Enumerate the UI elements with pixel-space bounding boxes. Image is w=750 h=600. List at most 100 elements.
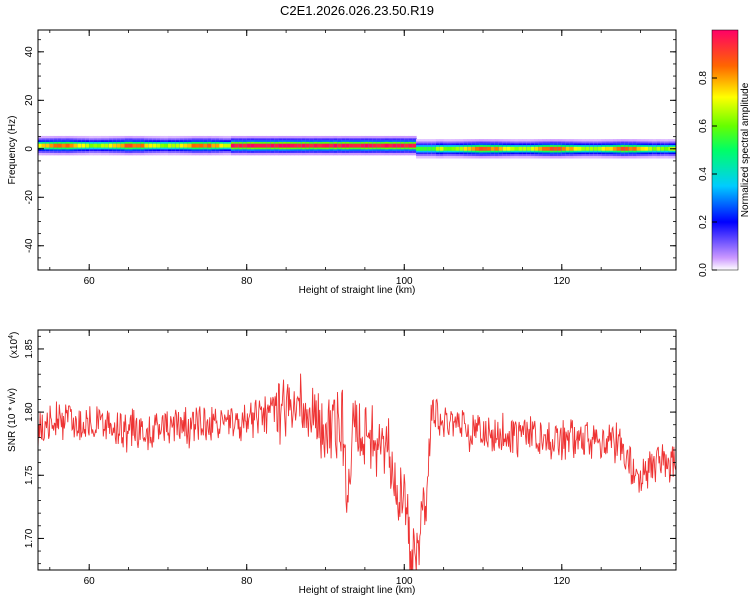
y-tick-label: -40 xyxy=(24,238,35,253)
heatmap-cells xyxy=(38,135,676,159)
heatmap-cell xyxy=(223,143,228,148)
heatmap-cell xyxy=(211,143,216,148)
heatmap-cell xyxy=(132,143,138,148)
heatmap-cell xyxy=(498,146,504,151)
heatmap-cell xyxy=(266,143,271,148)
heatmap-cell xyxy=(262,143,268,148)
x-tick-label: 80 xyxy=(241,576,253,587)
spectrogram-panel: 60 80 100 120 40 20 0 -20 -40 Height of straigh… xyxy=(7,29,677,296)
heatmap-cell xyxy=(258,143,264,148)
heatmap-cell xyxy=(506,146,512,151)
x-tick-label: 60 xyxy=(84,276,96,287)
heatmap-cell xyxy=(89,143,94,148)
heatmap-cell xyxy=(577,146,583,151)
heatmap-cell xyxy=(479,146,484,151)
heatmap-cell xyxy=(447,146,453,151)
heatmap-cell xyxy=(612,146,618,151)
heatmap-cell xyxy=(640,146,646,151)
heatmap-cell xyxy=(431,146,437,151)
heatmap-cell xyxy=(219,143,224,148)
heatmap-cell xyxy=(526,146,531,151)
heatmap-cell xyxy=(565,146,571,151)
x-tick-label: 120 xyxy=(553,276,570,287)
heatmap-cell xyxy=(195,143,201,148)
heatmap-cell xyxy=(309,143,315,148)
heatmap-cell xyxy=(65,143,71,148)
heatmap-cell xyxy=(628,146,634,151)
heatmap-cell xyxy=(384,143,390,148)
heatmap-cell xyxy=(250,143,256,148)
heatmap-cell xyxy=(396,143,401,148)
x-tick-label: 100 xyxy=(396,276,413,287)
y-tick-label: 1.70 xyxy=(24,528,35,548)
snr-y-ticks: 1.85 1.80 1.75 1.70 xyxy=(24,335,676,565)
heatmap-cell xyxy=(605,146,610,151)
figure-title: C2E1.2026.026.23.50.R19 xyxy=(280,3,434,18)
colorbar-tick-label: 0.6 xyxy=(698,119,709,133)
heatmap-cell xyxy=(301,143,307,148)
heatmap-cell xyxy=(57,143,63,148)
heatmap-cell xyxy=(270,143,275,148)
heatmap-cell xyxy=(593,146,598,151)
heatmap-cell xyxy=(648,146,653,151)
heatmap-cell xyxy=(486,146,492,151)
heatmap-cell xyxy=(215,143,220,148)
heatmap-cell xyxy=(427,146,433,151)
heatmap-cell xyxy=(254,143,260,148)
heatmap-cell xyxy=(636,146,642,151)
heatmap-cell xyxy=(459,146,464,151)
x-tick-label: 60 xyxy=(84,576,96,587)
colorbar-tick-label: 0.4 xyxy=(698,167,709,181)
heatmap-cell xyxy=(156,143,161,148)
heatmap-cell xyxy=(380,143,386,148)
heatmap-cell xyxy=(144,143,149,148)
spectrogram-x-ticks: 60 80 100 120 xyxy=(49,30,641,287)
heatmap-cell xyxy=(388,143,394,148)
heatmap-cell xyxy=(41,143,47,148)
heatmap-cell xyxy=(49,143,55,148)
heatmap-cell xyxy=(69,143,75,148)
y-tick-label: 1.85 xyxy=(24,339,35,359)
spectrogram-frame xyxy=(37,29,677,271)
heatmap-cell xyxy=(227,143,232,148)
heatmap-cell xyxy=(353,143,358,148)
heatmap-cell xyxy=(124,143,130,148)
snr-x-axis-label: Height of straight line (km) xyxy=(299,585,416,596)
heatmap-cell xyxy=(61,143,67,148)
heatmap-cell xyxy=(420,146,425,151)
heatmap-cell xyxy=(439,146,445,151)
heatmap-cell xyxy=(160,143,165,148)
snr-y-multiplier-exp: 4 xyxy=(8,335,15,339)
snr-y-multiplier: (x104) xyxy=(8,332,20,359)
heatmap-cell xyxy=(38,143,43,148)
heatmap-cell xyxy=(140,143,145,148)
heatmap-cell xyxy=(514,146,520,151)
heatmap-cell xyxy=(179,143,185,148)
heatmap-cell xyxy=(234,143,240,148)
heatmap-cell xyxy=(561,146,567,151)
heatmap-cell xyxy=(609,146,614,151)
snr-series-line xyxy=(38,373,676,570)
heatmap-cell xyxy=(297,143,303,148)
heatmap-cell xyxy=(290,143,295,148)
heatmap-cell xyxy=(128,143,134,148)
heatmap-cell xyxy=(108,143,114,148)
heatmap-cell xyxy=(534,146,539,151)
heatmap-cell xyxy=(518,146,524,151)
x-tick-label: 80 xyxy=(241,276,253,287)
heatmap-cell xyxy=(164,143,169,148)
heatmap-cell xyxy=(104,143,110,148)
heatmap-cell xyxy=(148,143,153,148)
heatmap-cell xyxy=(455,146,460,151)
heatmap-cell xyxy=(490,146,496,151)
heatmap-cell xyxy=(581,146,587,151)
heatmap-cell xyxy=(337,143,342,148)
heatmap-cell xyxy=(152,143,157,148)
heatmap-cell xyxy=(412,143,417,148)
heatmap-cell xyxy=(664,146,669,151)
heatmap-cell xyxy=(93,143,98,148)
heatmap-cell xyxy=(569,146,575,151)
heatmap-cell xyxy=(317,143,323,148)
snr-y-axis-label: SNR (10 * v/v) xyxy=(7,388,18,452)
heatmap-cell xyxy=(364,143,370,148)
